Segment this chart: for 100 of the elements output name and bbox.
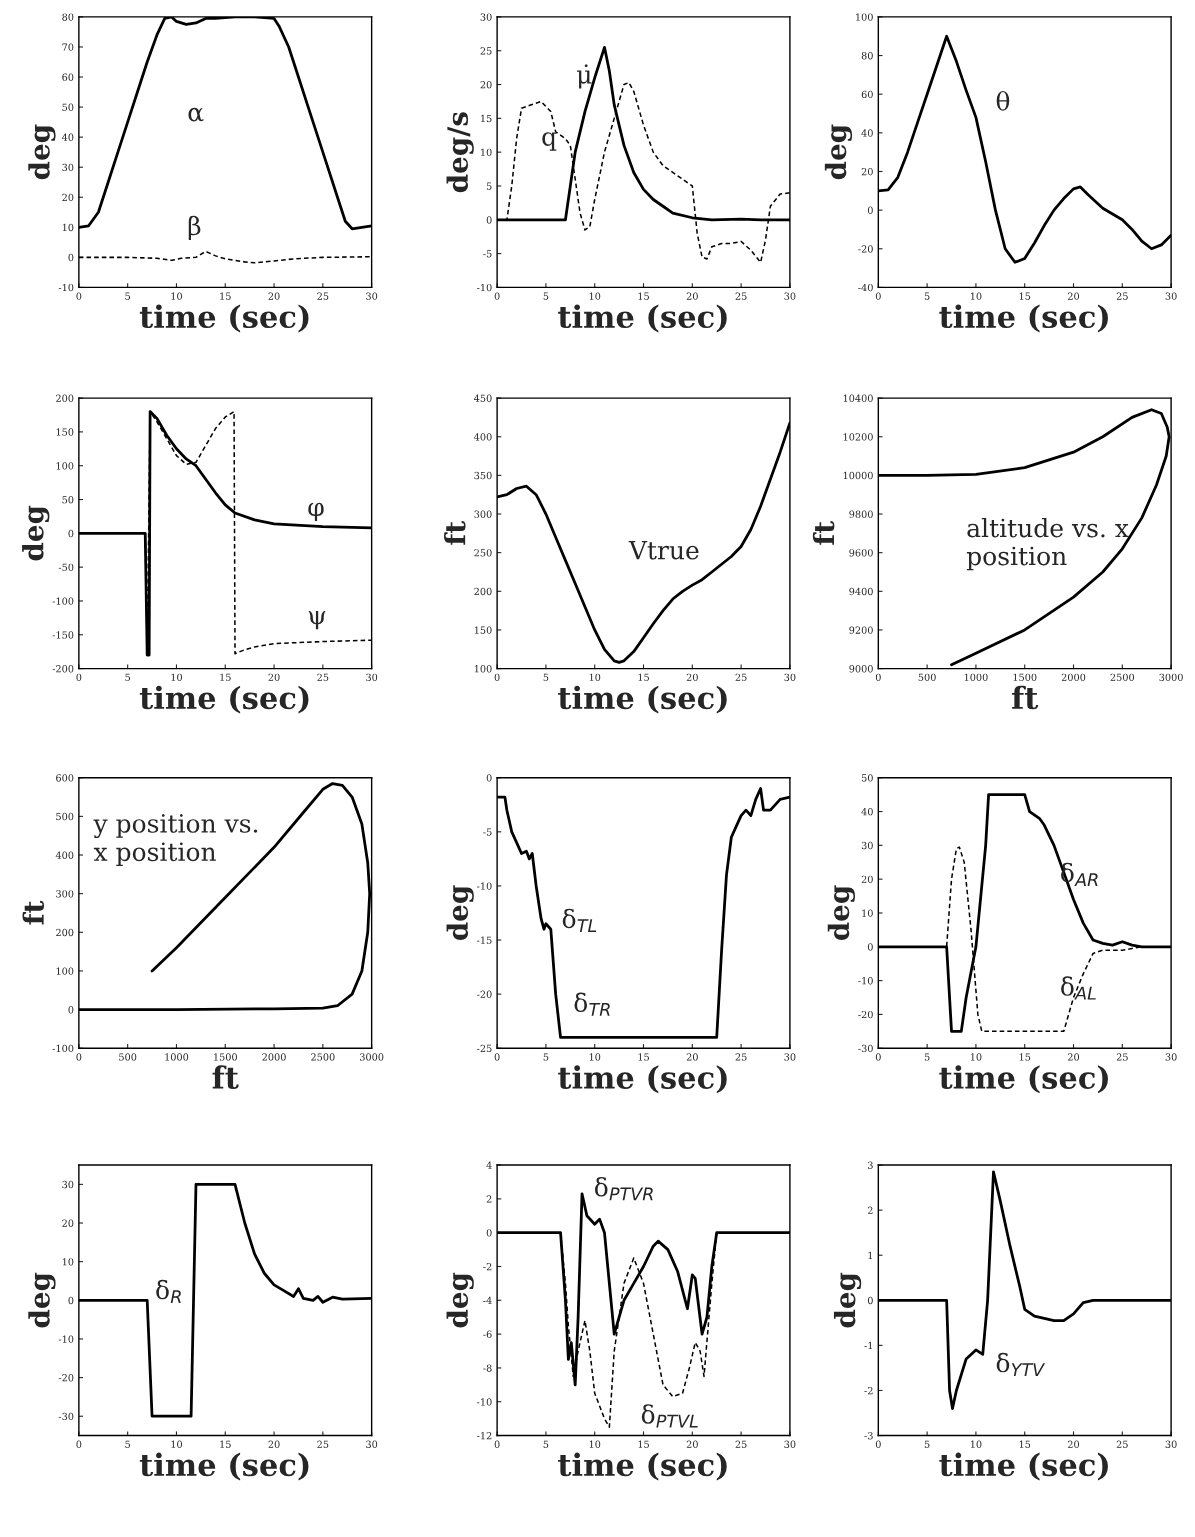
y-tick-label: -50 — [58, 563, 74, 571]
x-axis-title: time (sec) — [939, 1065, 1108, 1094]
x-axis-title: time (sec) — [139, 1452, 309, 1481]
y-axis-title: deg — [824, 124, 853, 180]
y-tick-label: 40 — [861, 129, 873, 137]
x-tick-label: 15 — [220, 673, 231, 681]
y-tick-label: 50 — [861, 774, 873, 782]
y-axis-title: deg — [28, 1272, 56, 1328]
x-tick-label: 0 — [875, 673, 881, 681]
y-axis-title: ft — [444, 521, 466, 545]
x-tick-label: 10 — [589, 673, 601, 681]
y-tick-label: 60 — [861, 90, 873, 99]
y-tick-label: 10 — [862, 909, 873, 917]
x-tick-label: 1500 — [214, 1053, 237, 1061]
y-tick-label: 0 — [486, 1229, 492, 1237]
x-axis-title: time (sec) — [558, 1452, 727, 1481]
y-tick-label: 4 — [486, 1161, 492, 1169]
x-axis-title: time (sec) — [939, 304, 1108, 333]
annotation: Vtrue — [628, 540, 699, 560]
y-tick-label: 10 — [62, 223, 74, 232]
x-tick-label: 1000 — [964, 673, 988, 681]
y-tick-label: -30 — [58, 1412, 74, 1421]
annotation: ψ — [308, 611, 326, 630]
y-tick-label: -100 — [52, 1044, 74, 1053]
y-tick-label: -12 — [477, 1432, 492, 1440]
x-tick-label: 0 — [76, 673, 82, 681]
x-tick-label: 0 — [76, 1053, 82, 1061]
x-axis-title: time (sec) — [139, 685, 309, 714]
y-axis-title: deg — [22, 505, 50, 561]
x-tick-label: 25 — [1116, 292, 1128, 300]
y-tick-label: -2 — [864, 1386, 873, 1395]
y-tick-label: -10 — [858, 977, 873, 985]
x-tick-label: 30 — [366, 1440, 378, 1448]
x-tick-label: 5 — [924, 1053, 930, 1061]
annotation: δ$_{AL}$ — [1061, 976, 1096, 1000]
x-tick-label: 5 — [125, 1440, 131, 1448]
annotation: φ — [308, 502, 324, 522]
x-tick-label: 2000 — [1061, 673, 1086, 681]
x-tick-label: 15 — [1019, 1440, 1031, 1448]
y-tick-label: 100 — [56, 967, 74, 975]
y-tick-label: 200 — [56, 928, 74, 937]
x-tick-label: 1000 — [165, 1053, 189, 1061]
annotation: y position vs. x position — [93, 814, 258, 867]
x-tick-label: 25 — [1116, 1440, 1128, 1448]
x-tick-label: 5 — [543, 1053, 549, 1061]
y-tick-label: -30 — [858, 1044, 873, 1053]
y-tick-label: -20 — [58, 1374, 74, 1382]
x-tick-label: 5 — [543, 1440, 549, 1448]
annotation: δ$_{TL}$ — [562, 908, 597, 932]
y-tick-label: 0 — [68, 1006, 74, 1014]
y-tick-label: 250 — [474, 549, 492, 557]
x-tick-label: 20 — [686, 1053, 698, 1061]
x-tick-label: 25 — [735, 673, 747, 681]
annotation: δ$_{TR}$ — [574, 992, 610, 1016]
y-tick-label: 30 — [62, 163, 74, 172]
x-tick-label: 20 — [686, 1440, 698, 1448]
x-tick-label: 25 — [1116, 1053, 1128, 1061]
y-tick-label: 200 — [56, 394, 74, 402]
x-tick-label: 25 — [317, 673, 329, 681]
annotation: β — [188, 215, 201, 241]
y-tick-label: 20 — [861, 875, 873, 883]
y-tick-label: -3 — [864, 1432, 873, 1440]
annotation: δ$_{PTVR}$ — [594, 1177, 653, 1201]
x-tick-label: 10 — [171, 673, 182, 681]
y-axis-title: ft — [22, 900, 45, 925]
y-tick-label: -2 — [483, 1262, 492, 1271]
y-tick-label: 400 — [474, 433, 492, 441]
y-tick-label: 15 — [481, 114, 492, 123]
y-tick-label: 10 — [62, 1258, 74, 1266]
y-tick-label: 0 — [68, 529, 74, 538]
x-axis-title: time (sec) — [558, 685, 727, 714]
y-tick-label: 10000 — [843, 471, 873, 480]
y-tick-label: -8 — [483, 1364, 492, 1372]
y-tick-label: 100 — [474, 665, 492, 673]
x-tick-label: 0 — [875, 1053, 881, 1061]
annotation: μ̇ — [577, 64, 592, 89]
x-tick-label: 2000 — [262, 1053, 286, 1061]
y-tick-label: 60 — [62, 73, 74, 81]
x-tick-label: 30 — [784, 292, 796, 300]
y-axis-title: deg — [446, 1272, 474, 1328]
y-tick-label: -6 — [483, 1330, 492, 1338]
x-tick-label: 10 — [970, 292, 982, 300]
y-tick-label: 9800 — [849, 510, 873, 518]
x-tick-label: 30 — [366, 292, 378, 300]
x-tick-label: 25 — [735, 1440, 747, 1448]
x-axis-title: time (sec) — [558, 304, 727, 333]
y-tick-label: -10 — [477, 283, 492, 292]
y-tick-label: 450 — [474, 394, 492, 402]
y-tick-label: 30 — [62, 1180, 74, 1189]
annotation: altitude vs. x position — [966, 518, 1129, 571]
x-tick-label: 15 — [638, 1440, 649, 1448]
x-tick-label: 15 — [638, 292, 649, 300]
x-tick-label: 0 — [494, 1053, 500, 1061]
y-tick-label: 100 — [56, 462, 74, 470]
y-axis-title: ft — [812, 521, 835, 545]
x-tick-label: 0 — [76, 1440, 82, 1448]
x-tick-label: 0 — [494, 1440, 500, 1448]
y-tick-label: 100 — [856, 13, 873, 21]
y-tick-label: 0 — [486, 774, 492, 782]
y-tick-label: 20 — [480, 81, 492, 89]
